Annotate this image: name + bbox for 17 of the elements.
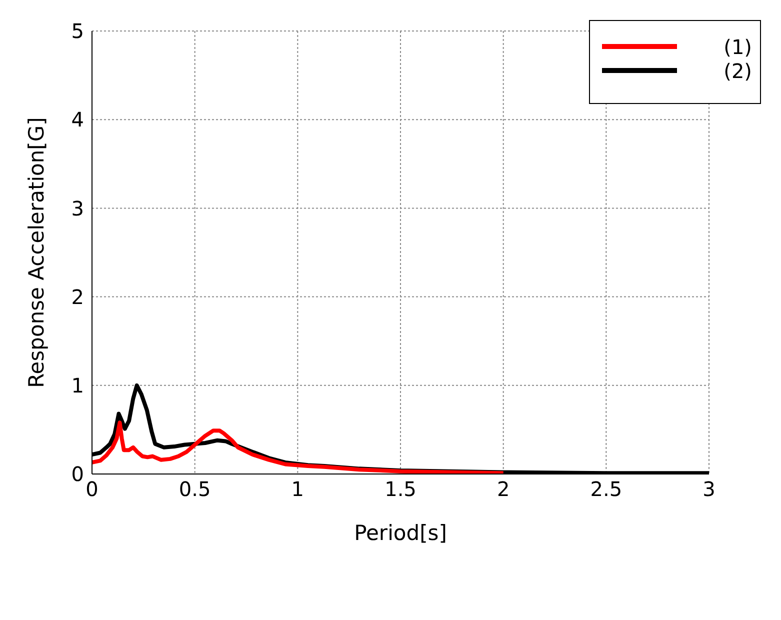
x-tick-label: 0.5 xyxy=(178,477,211,502)
y-tick-label: 3 xyxy=(71,196,84,220)
y-tick-label: 2 xyxy=(71,284,84,309)
line-series xyxy=(92,420,506,474)
legend-label: (2) xyxy=(724,59,752,83)
x-tick-label: 2.5 xyxy=(590,477,622,502)
y-axis-title: Response Acceleration[G] xyxy=(24,117,48,388)
y-tick-label: 0 xyxy=(71,462,84,486)
y-tick-label: 1 xyxy=(71,374,84,398)
x-tick-label: 1 xyxy=(291,477,304,502)
x-tick-label: 1.5 xyxy=(384,477,416,502)
y-tick-label: 4 xyxy=(71,108,84,132)
x-axis-title: Period[s] xyxy=(354,521,447,545)
legend-label: (1) xyxy=(724,35,752,59)
x-tick-label: 2 xyxy=(496,477,510,502)
y-tick-label: 5 xyxy=(71,19,84,44)
x-tick-label: 3 xyxy=(702,477,716,502)
